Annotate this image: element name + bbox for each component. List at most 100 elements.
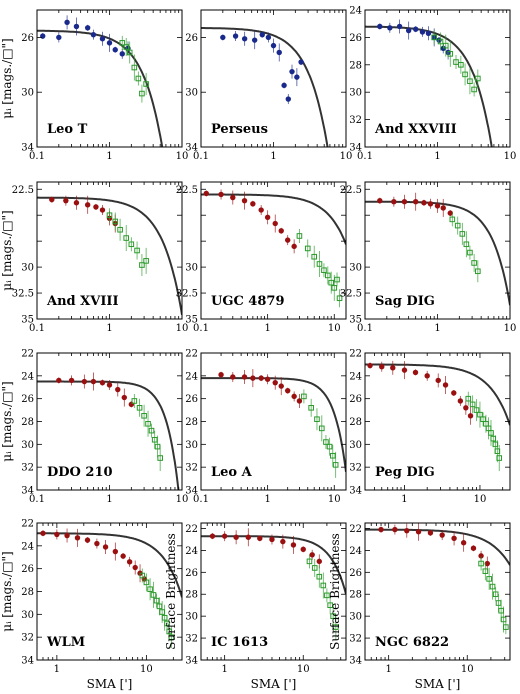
model-curve [201, 535, 346, 595]
y-tick-label: 22 [185, 349, 198, 360]
axes-frame [200, 181, 347, 320]
data-point [221, 533, 228, 539]
data-point [405, 27, 412, 34]
x-tick-label: 10 [504, 151, 517, 162]
data-point [477, 411, 483, 418]
panel-leo-a: 0.1 1 10 22 24 26 28 30 32 34 Leo A [185, 349, 347, 505]
data-point [278, 228, 284, 234]
data-point [123, 235, 130, 241]
data-point [427, 530, 434, 536]
data-point [106, 382, 113, 388]
data-point [471, 260, 477, 266]
data-point [139, 572, 146, 579]
data-point [276, 49, 282, 56]
data-point [463, 405, 469, 411]
data-point [301, 393, 307, 400]
model-curve [201, 377, 346, 473]
data-point [467, 249, 473, 256]
y-tick-label: 32 [21, 463, 34, 474]
x-tick-label: 1 [54, 664, 60, 675]
data-point [119, 40, 126, 46]
data-point [469, 401, 476, 408]
data-point [377, 197, 383, 204]
data-point [311, 253, 318, 260]
data-point [309, 552, 315, 558]
data-point [328, 279, 335, 286]
y-tick-label: 24 [349, 371, 362, 382]
data-point [241, 197, 248, 204]
x-tick-label: 0.1 [193, 494, 209, 505]
x-tick-label: 10 [340, 151, 353, 162]
y-tick-label: 28 [349, 590, 362, 601]
y-tick-label: 28 [21, 587, 34, 598]
x-axis-label: SMA ['] [415, 677, 461, 691]
data-point [494, 448, 501, 454]
panel-name: Perseus [211, 122, 268, 137]
data-point [326, 443, 333, 450]
plot-area [37, 15, 164, 147]
data-point [377, 23, 383, 30]
y-tick-label: 35 [349, 315, 362, 326]
data-point [391, 199, 397, 205]
y-tick-label: 32.5 [12, 289, 34, 300]
data-point [272, 379, 278, 386]
x-tick-label: 0.1 [29, 151, 45, 162]
data-point [379, 364, 385, 370]
data-point [115, 386, 121, 393]
y-tick-label: 30 [185, 88, 198, 99]
x-tick-label: 10 [176, 151, 189, 162]
y-axis-label: Surface Brightness [328, 533, 342, 650]
data-point [145, 420, 151, 427]
y-tick-label: 30 [21, 263, 34, 274]
data-point [331, 285, 338, 291]
y-tick-label: 34 [21, 486, 34, 497]
data-point [298, 59, 304, 65]
plot-area [37, 372, 180, 490]
x-tick-label: 10 [328, 323, 341, 334]
data-point [141, 412, 147, 419]
data-point [463, 241, 470, 248]
plot-area [201, 369, 346, 478]
model-curve [201, 193, 346, 245]
y-tick-label: 26 [21, 564, 34, 575]
y-tick-label: 35 [185, 315, 198, 326]
data-point [378, 526, 384, 533]
y-tick-label: 30 [349, 88, 362, 99]
y-tick-label: 24 [21, 541, 34, 552]
data-point [73, 23, 80, 30]
y-tick-label: 26 [185, 568, 198, 579]
data-point [475, 268, 481, 275]
model-curve [37, 532, 182, 598]
data-point [54, 531, 60, 538]
data-point [209, 533, 216, 539]
data-point [258, 207, 264, 213]
data-point [334, 276, 340, 283]
data-point [157, 455, 163, 461]
y-tick-label: 30 [185, 263, 198, 274]
y-tick-label: 28 [185, 417, 198, 428]
data-point [306, 558, 313, 565]
y-tick-label: 24 [21, 371, 34, 382]
data-point [447, 210, 453, 216]
data-point [284, 237, 291, 243]
data-point [143, 579, 150, 586]
data-point [68, 377, 75, 384]
y-axis-label: Surface Brightness [164, 533, 178, 650]
data-point [121, 394, 127, 401]
data-point [289, 68, 295, 75]
data-point [153, 597, 160, 604]
data-point [84, 537, 91, 543]
data-point [131, 398, 138, 404]
data-point [480, 416, 486, 423]
data-point [284, 387, 291, 394]
data-point [431, 34, 437, 41]
panel-name: UGC 4879 [211, 294, 285, 309]
data-point [467, 78, 473, 85]
x-tick-label: 0.1 [29, 494, 45, 505]
x-tick-label: 10 [328, 494, 341, 505]
x-tick-label: 10 [297, 664, 310, 675]
x-tick-label: 1 [264, 494, 270, 505]
data-point [294, 74, 300, 80]
data-point [435, 377, 441, 384]
data-point [218, 191, 224, 198]
